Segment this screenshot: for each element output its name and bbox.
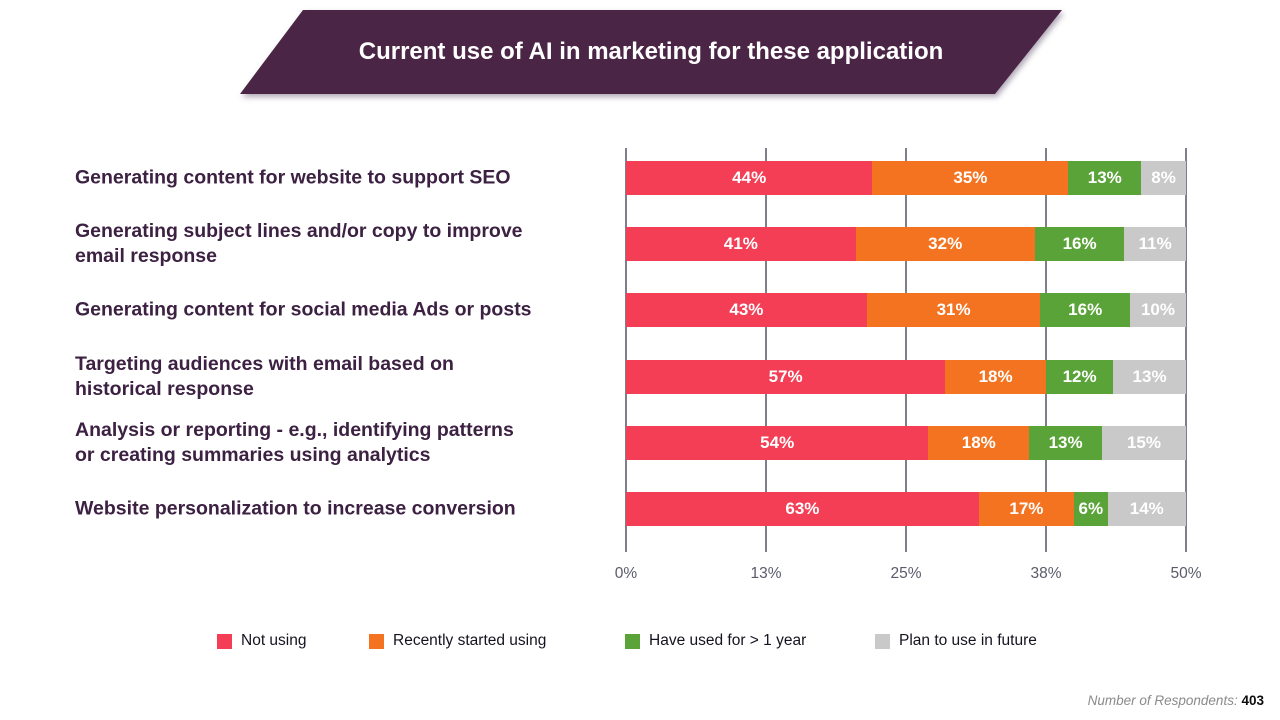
bar-row: 43% 31% 16% 10% xyxy=(626,293,1186,327)
bar-value-label: 43% xyxy=(729,300,764,319)
bar-value-label: 13% xyxy=(1087,168,1122,187)
x-tick-label: 50% xyxy=(1170,565,1202,582)
bar-value-label: 17% xyxy=(1009,499,1044,518)
legend-item: Recently started using xyxy=(369,632,546,650)
legend-swatch xyxy=(217,633,232,649)
bar-segment: 16% xyxy=(1040,293,1130,327)
legend-item: Have used for > 1 year xyxy=(625,632,806,650)
bar-value-label: 18% xyxy=(961,433,996,452)
title-banner: Current use of AI in marketing for these… xyxy=(240,10,1062,94)
bar-value-label: 13% xyxy=(1132,367,1167,386)
legend-label: Have used for > 1 year xyxy=(649,632,807,649)
bar-segment: 57% xyxy=(626,360,946,394)
legend-swatch xyxy=(625,633,640,649)
gridline xyxy=(765,148,767,552)
bar-segment: 13% xyxy=(1029,426,1102,460)
bar-value-label: 8% xyxy=(1151,168,1176,187)
bar-value-label: 32% xyxy=(928,234,963,253)
bar-row: 44% 35% 13% 8% xyxy=(626,161,1186,195)
bar-row: 54% 18% 13% 15% xyxy=(626,426,1186,460)
legend-item: Plan to use in future xyxy=(875,632,1037,650)
legend-swatch xyxy=(875,633,890,649)
bar-value-label: 44% xyxy=(732,168,767,187)
bar-value-label: 63% xyxy=(785,499,820,518)
bar-segment: 17% xyxy=(978,492,1074,526)
bar-row: 41% 32% 16% 11% xyxy=(626,227,1186,261)
bar-segment: 12% xyxy=(1045,360,1114,394)
bar-segment: 54% xyxy=(626,426,929,460)
bar-value-label: 14% xyxy=(1129,499,1164,518)
bar-value-label: 35% xyxy=(953,168,988,187)
x-tick-label: 25% xyxy=(890,565,922,582)
x-tick-label: 38% xyxy=(1030,565,1062,582)
bar-value-label: 11% xyxy=(1138,234,1172,253)
x-tick-label: 0% xyxy=(614,565,638,582)
category-label: Website personalization to increase conv… xyxy=(75,497,516,520)
x-tick-label: 13% xyxy=(750,565,782,582)
bar-value-label: 15% xyxy=(1126,433,1161,452)
bar-value-label: 13% xyxy=(1048,433,1083,452)
respondents-note: Number of Respondents: 403 xyxy=(1088,693,1264,708)
bar-segment: 11% xyxy=(1124,227,1186,261)
bar-segment: 31% xyxy=(866,293,1041,327)
bar-segment: 6% xyxy=(1073,492,1108,526)
category-label: Generating content for website to suppor… xyxy=(75,166,511,189)
legend-label: Plan to use in future xyxy=(899,632,1037,649)
legend-label: Not using xyxy=(241,632,307,649)
bar-segment: 14% xyxy=(1107,492,1186,526)
bar-value-label: 16% xyxy=(1068,300,1103,319)
bar-value-label: 57% xyxy=(768,367,803,386)
bar-segment: 32% xyxy=(855,227,1035,261)
title-banner-shape: Current use of AI in marketing for these… xyxy=(240,10,1062,94)
bar-segment: 13% xyxy=(1113,360,1186,394)
bar-segment: 8% xyxy=(1141,161,1186,195)
bar-value-label: 10% xyxy=(1140,300,1175,319)
plot-area: 44% 35% 13% 8% 41% 32% 16% 11% 43% 31% 16% 10% 57% 18… xyxy=(625,148,1187,552)
bar-segment: 10% xyxy=(1129,293,1186,327)
respondents-label: Number of Respondents: xyxy=(1087,693,1238,708)
bar-value-label: 12% xyxy=(1062,367,1097,386)
legend-swatch xyxy=(369,633,384,649)
legend-label: Recently started using xyxy=(393,632,547,649)
gridline xyxy=(625,148,627,552)
bar-segment: 13% xyxy=(1068,161,1142,195)
bar-value-label: 31% xyxy=(936,300,971,319)
gridline xyxy=(1185,148,1187,552)
bar-segment: 41% xyxy=(626,227,856,261)
gridline xyxy=(905,148,907,552)
category-label: Generating subject lines and/or copy to … xyxy=(75,220,523,267)
category-label: Analysis or reporting - e.g., identifyin… xyxy=(75,419,514,466)
bar-value-label: 54% xyxy=(760,433,795,452)
gridline xyxy=(1045,148,1047,552)
bar-segment: 44% xyxy=(626,161,873,195)
category-label: Targeting audiences with email based on h… xyxy=(75,353,454,400)
bar-row: 57% 18% 12% 13% xyxy=(626,360,1186,394)
bar-segment: 16% xyxy=(1034,227,1125,261)
legend-item: Not using xyxy=(217,632,306,650)
bar-segment: 63% xyxy=(626,492,979,526)
respondents-value: 403 xyxy=(1241,693,1264,708)
bar-row: 63% 17% 6% 14% xyxy=(626,492,1186,526)
bar-segment: 18% xyxy=(945,360,1046,394)
bar-value-label: 6% xyxy=(1078,499,1104,518)
bar-segment: 35% xyxy=(872,161,1069,195)
bar-segment: 18% xyxy=(928,426,1030,460)
bar-value-label: 18% xyxy=(978,367,1013,386)
bar-segment: 15% xyxy=(1101,426,1186,460)
bar-segment: 43% xyxy=(626,293,867,327)
chart-title: Current use of AI in marketing for these… xyxy=(358,37,944,65)
bar-value-label: 16% xyxy=(1062,234,1097,253)
bar-value-label: 41% xyxy=(723,234,758,253)
category-label: Generating content for social media Ads … xyxy=(75,298,532,321)
